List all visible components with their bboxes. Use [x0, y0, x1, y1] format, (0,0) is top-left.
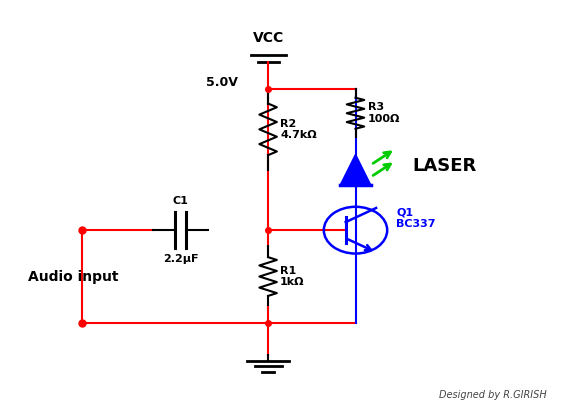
Text: Designed by R.GIRISH: Designed by R.GIRISH [439, 389, 547, 399]
Text: Q1
BC337: Q1 BC337 [397, 207, 436, 229]
Polygon shape [340, 155, 371, 185]
Text: VCC: VCC [253, 31, 284, 45]
Text: R1
1kΩ: R1 1kΩ [280, 266, 304, 287]
Text: Audio input: Audio input [28, 270, 118, 284]
Text: C1: C1 [173, 196, 189, 206]
Text: R3
100Ω: R3 100Ω [368, 102, 400, 124]
Text: 5.0V: 5.0V [206, 76, 238, 89]
Text: R2
4.7kΩ: R2 4.7kΩ [280, 118, 317, 140]
Text: 2.2μF: 2.2μF [163, 255, 199, 264]
Text: LASER: LASER [413, 157, 477, 175]
